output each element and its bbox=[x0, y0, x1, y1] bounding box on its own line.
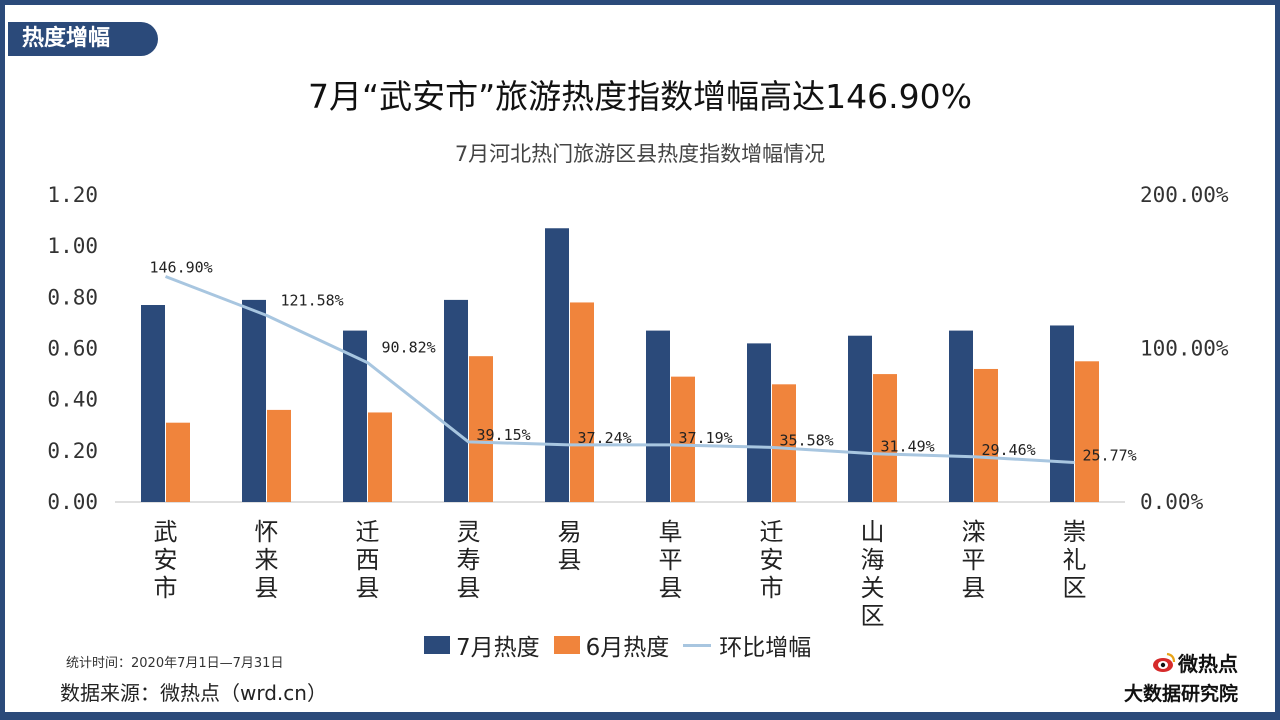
y-left-tick-label: 0.00 bbox=[47, 490, 98, 514]
x-tick-label-8: 滦平县 bbox=[962, 518, 986, 602]
y-left-tick-label: 0.60 bbox=[47, 337, 98, 361]
growth-data-label-9: 25.77% bbox=[1083, 446, 1137, 464]
bar-june-5 bbox=[671, 376, 695, 502]
section-tag: 热度增幅 bbox=[8, 22, 158, 56]
chart-legend: 7月热度 6月热度 环比增幅 bbox=[424, 628, 825, 662]
y-left-tick-label: 1.20 bbox=[47, 183, 98, 207]
time-range-note: 统计时间：2020年7月1日—7月31日 bbox=[66, 656, 284, 671]
growth-data-label-7: 31.49% bbox=[881, 438, 935, 456]
page-title: 7月“武安市”旅游热度指数增幅高达146.90% bbox=[307, 77, 972, 116]
weibo-eye-icon bbox=[1153, 652, 1176, 672]
y-left-tick-label: 0.40 bbox=[47, 388, 98, 412]
bar-june-7 bbox=[873, 374, 897, 502]
x-tick-label-9: 崇礼区 bbox=[1063, 518, 1087, 602]
brand-name: 微热点 bbox=[1178, 652, 1238, 676]
data-source: 数据来源：微热点（wrd.cn） bbox=[60, 681, 327, 705]
growth-line bbox=[164, 275, 1075, 464]
x-tick-label-0: 武安市 bbox=[154, 518, 178, 602]
x-tick-label-2: 迁西县 bbox=[356, 518, 380, 602]
legend-item-june: 6月热度 bbox=[553, 628, 670, 662]
bar-june-6 bbox=[772, 384, 796, 502]
growth-data-label-1: 121.58% bbox=[281, 291, 344, 309]
y-left-tick-label: 0.20 bbox=[47, 439, 98, 463]
y-right-tick-label: 0.00% bbox=[1140, 490, 1204, 514]
y-left-tick-label: 0.80 bbox=[47, 285, 98, 309]
bar-june-0 bbox=[166, 422, 190, 502]
growth-data-label-5: 37.19% bbox=[679, 429, 733, 447]
growth-data-label-3: 39.15% bbox=[477, 426, 531, 444]
x-tick-label-3: 灵寿县 bbox=[457, 518, 481, 602]
legend-swatch-june bbox=[553, 636, 580, 654]
bar-june-4 bbox=[570, 302, 594, 502]
x-tick-label-5: 阜平县 bbox=[659, 518, 683, 602]
legend-swatch-growth bbox=[683, 643, 712, 647]
legend-label-growth: 环比增幅 bbox=[719, 635, 812, 661]
bar-july-9 bbox=[1050, 325, 1074, 502]
chart-title: 7月河北热门旅游区县热度指数增幅情况 bbox=[454, 142, 826, 166]
growth-data-label-4: 37.24% bbox=[578, 429, 632, 447]
bar-july-8 bbox=[949, 330, 973, 502]
brand-top: 微热点 bbox=[1098, 648, 1238, 677]
x-tick-label-4: 易县 bbox=[558, 518, 582, 574]
bar-june-1 bbox=[267, 409, 291, 502]
bar-june-3 bbox=[469, 356, 493, 502]
brand-subtitle: 大数据研究院 bbox=[1123, 683, 1238, 705]
bar-july-0 bbox=[141, 305, 165, 502]
bar-june-9 bbox=[1075, 361, 1099, 502]
legend-label-july: 7月热度 bbox=[456, 635, 540, 661]
bar-july-1 bbox=[242, 299, 266, 502]
growth-data-label-8: 29.46% bbox=[982, 441, 1036, 459]
bar-july-5 bbox=[646, 330, 670, 502]
bar-june-2 bbox=[368, 412, 392, 502]
bar-july-6 bbox=[747, 343, 771, 502]
legend-item-growth: 环比增幅 bbox=[683, 628, 811, 662]
growth-data-label-2: 90.82% bbox=[382, 339, 436, 357]
growth-data-label-0: 146.90% bbox=[150, 259, 213, 277]
y-right-tick-label: 100.00% bbox=[1140, 337, 1229, 361]
bar-july-4 bbox=[545, 228, 569, 502]
brand-logo-block: 微热点 大数据研究院 bbox=[1098, 648, 1238, 706]
x-tick-label-1: 怀来县 bbox=[255, 518, 279, 602]
growth-data-label-6: 35.58% bbox=[780, 431, 834, 449]
bar-june-8 bbox=[974, 368, 998, 502]
legend-label-june: 6月热度 bbox=[585, 635, 670, 661]
bar-july-7 bbox=[848, 335, 872, 502]
legend-item-july: 7月热度 bbox=[424, 628, 540, 662]
x-tick-label-7: 山海关区 bbox=[861, 518, 885, 630]
y-right-tick-label: 200.00% bbox=[1140, 183, 1229, 207]
legend-swatch-july bbox=[424, 636, 450, 654]
x-tick-label-6: 迁安市 bbox=[760, 518, 784, 602]
bar-july-3 bbox=[444, 299, 468, 502]
y-left-tick-label: 1.00 bbox=[47, 234, 98, 258]
